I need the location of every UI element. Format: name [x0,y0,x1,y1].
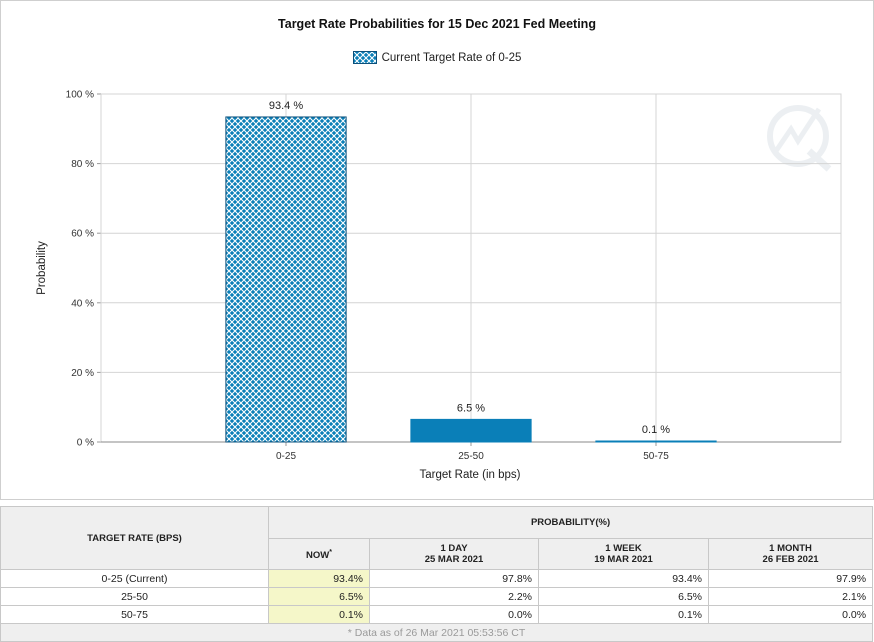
table-row: 25-50 6.5% 2.2% 6.5% 2.1% [0,587,874,606]
bar-50-75[interactable] [595,440,717,443]
table-row: 0-25 (Current) 93.4% 97.8% 93.4% 97.9% [0,569,874,588]
month-cell: 97.9% [707,569,874,588]
y-tick-label: 80 % [71,159,94,170]
day-cell: 0.0% [369,605,539,624]
probability-table-wrap: TARGET RATE (BPS) PROBABILITY(%) NOW* 1 … [0,506,874,642]
target-rate-header: TARGET RATE (BPS) [0,506,269,570]
day-cell: 97.8% [369,569,539,588]
probability-header: PROBABILITY(%) [267,506,874,539]
rate-cell: 25-50 [0,587,269,606]
now-cell: 0.1% [268,605,370,624]
now-cell: 6.5% [268,587,370,606]
probability-table: TARGET RATE (BPS) PROBABILITY(%) NOW* 1 … [0,506,874,642]
data-timestamp-footnote: * Data as of 26 Mar 2021 05:53:56 CT [0,623,874,642]
table-row: 50-75 0.1% 0.0% 0.1% 0.0% [0,605,874,624]
data-label: 0.1 % [642,424,670,436]
grid [97,93,842,446]
x-tick-label: 25-50 [458,451,484,462]
chart-title: Target Rate Probabilities for 15 Dec 202… [278,17,596,31]
x-tick-label: 50-75 [643,451,669,462]
y-tick-label: 60 % [71,229,94,240]
data-label: 93.4 % [269,100,303,112]
y-tick-label: 40 % [71,298,94,309]
col-header-now: NOW* [268,537,370,570]
data-label: 6.5 % [457,402,485,414]
rate-cell: 0-25 (Current) [0,569,269,588]
y-tick-label: 20 % [71,368,94,379]
x-axis-label: Target Rate (in bps) [420,469,521,481]
month-cell: 0.0% [707,605,874,624]
col-header-1-day: 1 DAY 25 MAR 2021 [369,537,539,570]
watermark-logo [767,105,832,172]
x-tick-label: 0-25 [276,451,296,462]
chart-panel: Target Rate Probabilities for 15 Dec 202… [0,0,874,500]
bar-chart: 0 % 20 % 40 % 60 % 80 % 100 % 93.4 % 0-25 6.5 % 2… [36,90,842,481]
legend-label: Current Target Rate of 0-25 [381,51,522,64]
y-tick-label: 100 % [66,90,94,101]
bar-25-50[interactable] [410,418,532,443]
day-cell: 2.2% [369,587,539,606]
rate-cell: 50-75 [0,605,269,624]
bar-0-25[interactable] [225,116,347,443]
y-tick-label: 0 % [77,438,94,449]
bars [225,116,717,443]
legend-swatch [352,51,377,64]
week-cell: 6.5% [538,587,709,606]
col-header-1-month: 1 MONTH 26 FEB 2021 [707,537,874,570]
month-cell: 2.1% [707,587,874,606]
labels: 0 % 20 % 40 % 60 % 80 % 100 % 93.4 % 0-25 6.5 % 2… [66,90,671,463]
legend[interactable]: Current Target Rate of 0-25 [1,51,873,64]
col-header-1-week: 1 WEEK 19 MAR 2021 [538,537,709,570]
y-axis-label: Probability [36,241,48,295]
week-cell: 0.1% [538,605,709,624]
week-cell: 93.4% [538,569,709,588]
now-cell: 93.4% [268,569,370,588]
